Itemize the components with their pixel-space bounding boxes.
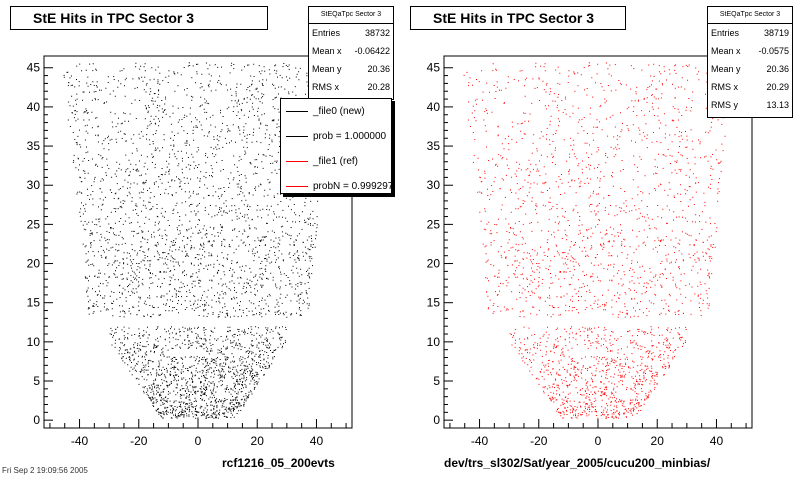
x-tick-label: 0 xyxy=(195,434,202,448)
legend-label: prob = 1.000000 xyxy=(313,131,387,142)
left-plot: -40 -20 0 20 40 0 5 10 15 20 25 30 35 40 45 xyxy=(27,55,353,448)
y-tick-label: 45 xyxy=(427,61,441,75)
y-tick-label: 25 xyxy=(27,217,41,231)
x-tick-label: -40 xyxy=(471,434,489,448)
y-tick-label: 0 xyxy=(33,413,40,427)
right-stats-value: 20.36 xyxy=(766,64,789,74)
y-tick-label: 0 xyxy=(433,413,440,427)
legend-swatch xyxy=(286,161,308,162)
y-tick-label: 25 xyxy=(427,217,441,231)
x-tick-label: 40 xyxy=(710,434,724,448)
left-stats-header: StEQaTpc Sector 3 xyxy=(309,7,393,24)
x-tick-label: -20 xyxy=(530,434,548,448)
y-tick-label: 5 xyxy=(33,374,40,388)
left-plot-title: StE Hits in TPC Sector 3 xyxy=(10,6,268,30)
y-tick-label: 5 xyxy=(433,374,440,388)
y-tick-label: 15 xyxy=(427,296,441,310)
right-plot-title: StE Hits in TPC Sector 3 xyxy=(410,6,626,30)
left-stats-value: 20.28 xyxy=(367,82,390,92)
left-x-axis-label: rcf1216_05_200evts xyxy=(222,456,335,470)
legend-box: _file0 (new) prob = 1.000000 _file1 (ref… xyxy=(280,98,392,194)
right-x-axis-label: dev/trs_sl302/Sat/year_2005/cucu200_minb… xyxy=(444,456,711,470)
x-tick-label: -20 xyxy=(130,434,148,448)
left-stats-label: Mean y xyxy=(312,64,342,74)
right-stats-box: StEQaTpc Sector 3 Entries 38719 Mean x -0.… xyxy=(707,6,793,118)
left-stats-value: 20.36 xyxy=(367,64,390,74)
right-stats-label: Mean x xyxy=(711,46,741,56)
left-stats-box: StEQaTpc Sector 3 Entries 38732 Mean x -0.… xyxy=(308,6,394,100)
legend-entry: _file1 (ref) xyxy=(281,149,391,174)
y-tick-label: 10 xyxy=(27,335,41,349)
legend-swatch xyxy=(286,186,308,187)
y-tick-label: 30 xyxy=(27,178,41,192)
y-tick-label: 40 xyxy=(427,100,441,114)
legend-label: probN = 0.999297 xyxy=(313,181,392,192)
left-stats-label: Mean x xyxy=(312,46,342,56)
x-tick-label: 20 xyxy=(251,434,265,448)
right-stats-value: 38719 xyxy=(763,28,789,38)
legend-swatch xyxy=(286,111,308,112)
left-stats-label: Entries xyxy=(312,28,341,38)
y-tick-label: 10 xyxy=(427,335,441,349)
timestamp-footer: Fri Sep 2 19:09:56 2005 xyxy=(2,466,88,475)
legend-swatch xyxy=(286,136,308,137)
right-stats-label: RMS y xyxy=(711,100,738,110)
y-tick-label: 30 xyxy=(427,178,441,192)
right-stats-header: StEQaTpc Sector 3 xyxy=(708,7,792,24)
y-tick-label: 45 xyxy=(27,61,41,75)
legend-entry: _file0 (new) xyxy=(281,99,391,124)
legend-label: _file0 (new) xyxy=(313,106,365,117)
right-stats-label: RMS x xyxy=(711,82,738,92)
x-tick-label: 40 xyxy=(310,434,324,448)
y-tick-label: 15 xyxy=(27,296,41,310)
x-tick-label: 0 xyxy=(595,434,602,448)
left-stats-label: RMS x xyxy=(312,82,339,92)
y-tick-label: 20 xyxy=(427,257,441,271)
right-stats-label: Entries xyxy=(711,28,740,38)
y-tick-label: 40 xyxy=(27,100,41,114)
legend-label: _file1 (ref) xyxy=(313,156,359,167)
right-stats-label: Mean y xyxy=(711,64,741,74)
right-stats-value: -0.0575 xyxy=(758,46,789,56)
right-stats-value: 20.29 xyxy=(766,82,789,92)
y-tick-label: 35 xyxy=(427,139,441,153)
right-stats-value: 13.13 xyxy=(766,100,789,110)
x-tick-label: 20 xyxy=(651,434,665,448)
x-tick-label: -40 xyxy=(71,434,89,448)
plot-frame xyxy=(443,55,753,429)
legend-entry: probN = 0.999297 xyxy=(281,174,392,193)
y-tick-label: 35 xyxy=(27,139,41,153)
hit-points xyxy=(463,62,731,419)
left-stats-value: 38732 xyxy=(364,28,390,38)
legend-entry: prob = 1.000000 xyxy=(281,124,391,149)
right-plot: -40 -20 0 20 40 0 5 10 15 20 25 30 35 40 45 xyxy=(427,55,753,448)
y-tick-label: 20 xyxy=(27,257,41,271)
left-stats-value: -0.06422 xyxy=(354,46,390,56)
